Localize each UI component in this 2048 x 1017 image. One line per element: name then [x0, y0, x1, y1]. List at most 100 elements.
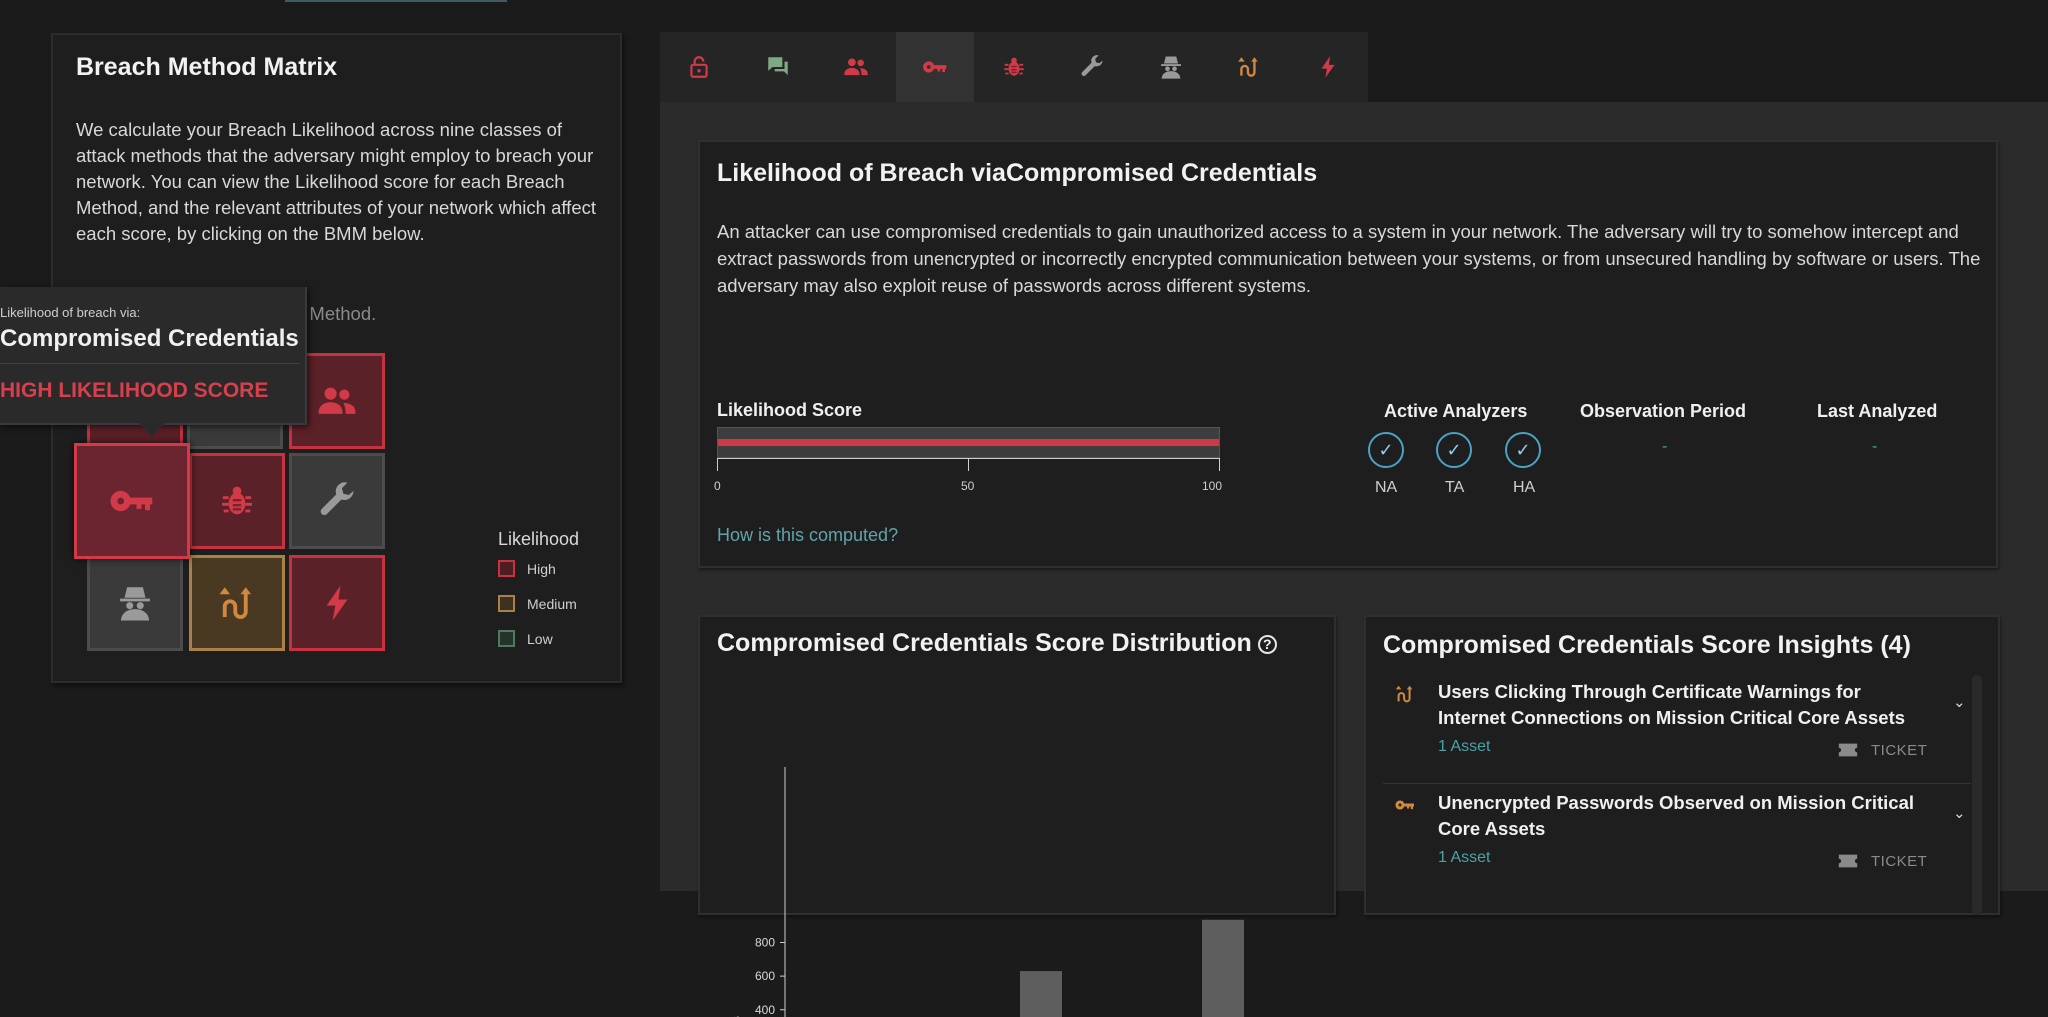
insight-title: Users Clicking Through Certificate Warni…	[1438, 681, 1906, 728]
tab-bolt[interactable]	[1289, 32, 1368, 102]
tooltip-method: Compromised Credentials	[0, 325, 299, 352]
bmm-tile-insider-threat[interactable]	[87, 555, 183, 651]
bmm-hint: n Method.	[294, 303, 377, 324]
arrows-icon	[1394, 683, 1416, 705]
ticket-label: TICKET	[1871, 741, 1928, 759]
score-axis-label-50: 50	[961, 479, 975, 493]
tooltip-arrow	[139, 423, 165, 437]
insight-item[interactable]: Unencrypted Passwords Observed on Missio…	[1383, 790, 1966, 894]
bmm-tile-malware[interactable]	[189, 453, 285, 549]
chevron-down-icon[interactable]: ⌄	[1953, 694, 1966, 711]
bmm-description: We calculate your Breach Likelihood acro…	[76, 119, 597, 244]
analyzer-label: TA	[1445, 479, 1465, 496]
score-distribution-title-text: Compromised Credentials Score Distributi…	[717, 629, 1252, 657]
tab-key[interactable]	[895, 32, 975, 102]
tab-spy[interactable]	[1132, 32, 1211, 102]
people-icon	[842, 53, 870, 81]
distribution-y-tick-label: 600	[755, 969, 775, 983]
score-distribution-chart: 400600800ets	[728, 767, 1244, 1017]
legend-swatch-low	[498, 630, 515, 647]
spy-icon	[1157, 53, 1185, 81]
score-axis-label-0: 0	[714, 479, 721, 493]
help-icon[interactable]: ?	[1257, 634, 1277, 654]
observation-period-value: -	[1662, 438, 1668, 455]
ticket-icon	[1835, 850, 1861, 872]
analyzer-ha-check-icon: ✓	[1505, 432, 1541, 468]
spy-icon	[114, 582, 156, 624]
insight-title: Unencrypted Passwords Observed on Missio…	[1438, 792, 1914, 839]
arrows-icon	[1236, 54, 1262, 80]
last-analyzed-label: Last Analyzed	[1817, 401, 1938, 421]
distribution-bar[interactable]	[1202, 919, 1244, 1017]
likelihood-description: An attacker can use compromised credenti…	[717, 221, 1981, 296]
bmm-tooltip: Likelihood of breach via: Compromised Cr…	[0, 287, 307, 425]
tab-wrench[interactable]	[1053, 32, 1132, 102]
bug-icon	[217, 481, 257, 521]
active-analyzers-label: Active Analyzers	[1384, 401, 1528, 421]
likelihood-score-fill	[718, 439, 1219, 446]
distribution-bar[interactable]	[1020, 971, 1062, 1017]
key-icon	[105, 474, 159, 528]
top-accent-line	[285, 0, 507, 2]
tab-lock[interactable]	[660, 32, 739, 102]
arrows-icon	[216, 582, 258, 624]
analyzer-ta-check-icon: ✓	[1436, 432, 1472, 468]
insights-scrollbar[interactable]	[1972, 675, 1982, 915]
legend-item-high: High	[498, 560, 556, 577]
tooltip-score: HIGH LIKELIHOOD SCORE	[0, 379, 269, 402]
observation-period-label: Observation Period	[1580, 401, 1747, 421]
legend-title: Likelihood	[498, 529, 580, 549]
wrench-icon	[315, 479, 359, 523]
score-insights-card: Compromised Credentials Score Insights (…	[1364, 615, 2000, 915]
key-icon	[1393, 793, 1417, 817]
analyzer-na-check-icon: ✓	[1368, 432, 1404, 468]
bmm-tile-trust-relationship[interactable]	[189, 555, 285, 651]
chat-icon	[765, 54, 791, 80]
analyzer-label: HA	[1513, 479, 1536, 496]
tab-arrows[interactable]	[1210, 32, 1289, 102]
legend-label: Medium	[527, 595, 577, 612]
tab-bug[interactable]	[974, 32, 1053, 102]
legend-swatch-medium	[498, 595, 515, 612]
legend-item-medium: Medium	[498, 595, 577, 612]
score-distribution-title: Compromised Credentials Score Distributi…	[717, 629, 1277, 658]
insight-assets-link[interactable]: 1 Asset	[1438, 849, 1491, 866]
legend-swatch-high	[498, 560, 515, 577]
insight-item[interactable]: Users Clicking Through Certificate Warni…	[1383, 679, 1971, 784]
bolt-icon	[316, 582, 358, 624]
bolt-icon	[1315, 54, 1341, 80]
distribution-y-tick-label: 400	[755, 1003, 775, 1017]
lock-icon	[686, 54, 712, 80]
likelihood-title: Likelihood of Breach viaCompromised Cred…	[717, 159, 1318, 187]
insight-divider	[1383, 783, 1971, 784]
tooltip-caption: Likelihood of breach via:	[0, 305, 141, 320]
breach-method-tabs	[660, 32, 1368, 102]
last-analyzed-value: -	[1872, 438, 1878, 455]
people-icon	[315, 379, 359, 423]
score-axis-label-100: 100	[1202, 479, 1223, 493]
score-axis-tick	[968, 458, 969, 471]
score-axis-tick	[1219, 458, 1220, 471]
distribution-y-tick-label: 800	[755, 936, 775, 950]
legend-label: High	[527, 560, 556, 577]
key-icon	[920, 52, 950, 82]
chevron-down-icon[interactable]: ⌄	[1953, 805, 1966, 822]
insight-ticket-button[interactable]: TICKET	[1835, 850, 1927, 872]
how-is-this-computed-link[interactable]: How is this computed?	[717, 525, 899, 545]
likelihood-card: Likelihood of Breach viaCompromised Cred…	[698, 140, 1998, 568]
insight-ticket-button[interactable]: TICKET	[1835, 739, 1927, 761]
bmm-tile-ransomware[interactable]	[289, 555, 385, 651]
wrench-icon	[1078, 53, 1106, 81]
bmm-title: Breach Method Matrix	[76, 53, 338, 81]
tab-people[interactable]	[817, 32, 896, 102]
score-distribution-card: Compromised Credentials Score Distributi…	[698, 615, 1336, 1017]
insight-assets-link[interactable]: 1 Asset	[1438, 738, 1491, 755]
likelihood-score-label: Likelihood Score	[717, 400, 863, 420]
ticket-label: TICKET	[1871, 852, 1928, 870]
tab-chat[interactable]	[739, 32, 818, 102]
legend-label: Low	[527, 630, 553, 647]
bmm-tile-compromised-credentials[interactable]	[74, 443, 190, 559]
bmm-tile-misconfiguration[interactable]	[289, 453, 385, 549]
analyzer-label: NA	[1375, 479, 1398, 496]
tooltip-divider	[0, 363, 300, 364]
